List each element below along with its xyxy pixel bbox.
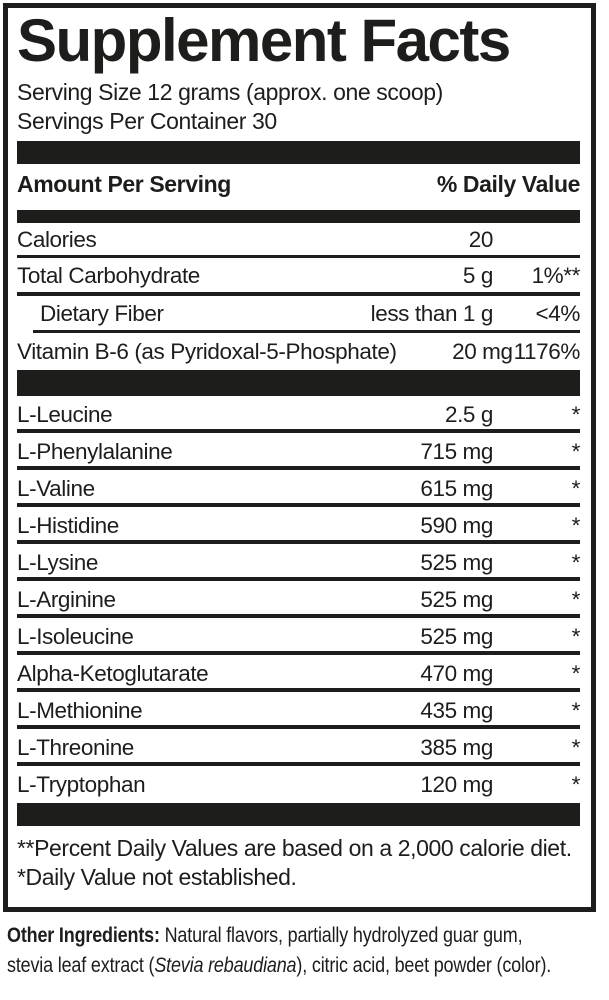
amino-dv: * (571, 735, 581, 760)
nutrient-row-dietary-fiber: Dietary Fiber less than 1 g <4% (17, 296, 580, 330)
amino-row-l-tryptophan: L-Tryptophan 120 mg * (17, 766, 580, 799)
nutrient-dv: 1%** (531, 263, 581, 288)
thick-divider-bar (17, 370, 580, 396)
thick-divider-bar (17, 141, 580, 164)
nutrient-label: Dietary Fiber (40, 301, 164, 326)
amino-row-l-lysine: L-Lysine 525 mg * (17, 544, 580, 581)
amino-label: L-Leucine (17, 402, 113, 427)
amino-amount: 615 mg (420, 476, 493, 501)
row-separator (17, 292, 580, 296)
column-header-row: Amount Per Serving % Daily Value (17, 164, 580, 204)
panel-title: Supplement Facts (17, 7, 511, 74)
amino-dv: * (571, 772, 581, 797)
nutrient-amount: less than 1 g (370, 301, 494, 326)
amino-row-l-threonine: L-Threonine 385 mg * (17, 729, 580, 766)
amino-row-l-valine: L-Valine 615 mg * (17, 470, 580, 507)
amino-row-l-arginine: L-Arginine 525 mg * (17, 581, 580, 618)
amino-amount: 525 mg (420, 550, 493, 575)
amino-dv: * (571, 624, 581, 649)
amino-row-l-phenylalanine: L-Phenylalanine 715 mg * (17, 433, 580, 470)
amino-row-l-isoleucine: L-Isoleucine 525 mg * (17, 618, 580, 655)
amino-dv: * (571, 476, 581, 501)
other-ingredients-text: stevia leaf extract ( (7, 953, 155, 977)
amount-per-serving-header: Amount Per Serving (17, 171, 231, 197)
other-ingredients-line-1: Other Ingredients: Natural flavors, part… (7, 920, 609, 950)
amino-amount: 120 mg (420, 772, 493, 797)
amino-label: L-Phenylalanine (17, 439, 173, 464)
amino-dv: * (571, 402, 581, 427)
amino-label: L-Lysine (17, 550, 99, 575)
amino-label: L-Valine (17, 476, 95, 501)
supplement-facts-panel: Supplement Facts Serving Size 12 grams (… (3, 3, 596, 912)
amino-amount: 525 mg (420, 587, 493, 612)
servings-per-container: Servings Per Container 30 (17, 108, 277, 134)
amino-row-l-leucine: L-Leucine 2.5 g * (17, 396, 580, 433)
amino-label: L-Tryptophan (17, 772, 146, 797)
percent-daily-value-header: % Daily Value (436, 171, 581, 197)
amino-amount: 385 mg (420, 735, 493, 760)
amino-amount: 525 mg (420, 624, 493, 649)
nutrient-amount: 5 g (462, 263, 493, 288)
nutrient-row-calories: Calories 20 (17, 223, 580, 255)
botanical-name: Stevia rebaudiana (154, 953, 297, 977)
footnotes: **Percent Daily Values are based on a 2,… (17, 834, 580, 892)
nutrient-dv: 1176% (513, 339, 581, 364)
amino-dv: * (571, 550, 581, 575)
amino-dv: * (571, 587, 581, 612)
amino-row-l-histidine: L-Histidine 590 mg * (17, 507, 580, 544)
amino-amount: 715 mg (420, 439, 493, 464)
other-ingredients-text: ), citric acid, beet powder (color). (296, 953, 552, 977)
medium-divider-bar (17, 210, 580, 223)
amino-label: L-Arginine (17, 587, 116, 612)
row-separator-indented (33, 330, 580, 333)
amino-dv: * (571, 698, 581, 723)
amino-label: Alpha-Ketoglutarate (17, 661, 209, 686)
nutrient-dv: <4% (535, 301, 581, 326)
amino-amount: 435 mg (420, 698, 493, 723)
nutrient-label: Total Carbohydrate (17, 263, 200, 288)
amino-row-alpha-ketoglutarate: Alpha-Ketoglutarate 470 mg * (17, 655, 580, 692)
nutrient-amount: 20 (468, 227, 494, 252)
nutrient-label: Vitamin B-6 (as Pyridoxal-5-Phosphate) (17, 339, 397, 364)
footnote-not-established: *Daily Value not established. (17, 864, 297, 890)
nutrient-label: Calories (17, 227, 97, 252)
thick-divider-bar (17, 803, 580, 826)
amino-label: L-Methionine (17, 698, 143, 723)
nutrient-row-vitamin-b6: Vitamin B-6 (as Pyridoxal-5-Phosphate) 2… (17, 333, 580, 368)
footnote-daily-values: **Percent Daily Values are based on a 2,… (17, 835, 572, 861)
nutrient-row-total-carbohydrate: Total Carbohydrate 5 g 1%** (17, 258, 580, 292)
serving-size: Serving Size 12 grams (approx. one scoop… (17, 79, 443, 105)
amino-amount: 470 mg (420, 661, 493, 686)
other-ingredients: Other Ingredients: Natural flavors, part… (7, 920, 609, 980)
amino-amount: 590 mg (420, 513, 493, 538)
amino-label: L-Threonine (17, 735, 134, 760)
amino-row-l-methionine: L-Methionine 435 mg * (17, 692, 580, 729)
amino-dv: * (571, 661, 581, 686)
other-ingredients-line-2: stevia leaf extract (Stevia rebaudiana),… (7, 950, 609, 980)
row-separator (17, 255, 580, 258)
other-ingredients-label: Other Ingredients: (7, 923, 160, 947)
nutrient-amount: 20 mg (452, 339, 513, 364)
amino-dv: * (571, 439, 581, 464)
amino-label: L-Isoleucine (17, 624, 134, 649)
other-ingredients-text: Natural flavors, partially hydrolyzed gu… (159, 923, 523, 947)
amino-label: L-Histidine (17, 513, 119, 538)
amino-amount: 2.5 g (444, 402, 493, 427)
amino-dv: * (571, 513, 581, 538)
